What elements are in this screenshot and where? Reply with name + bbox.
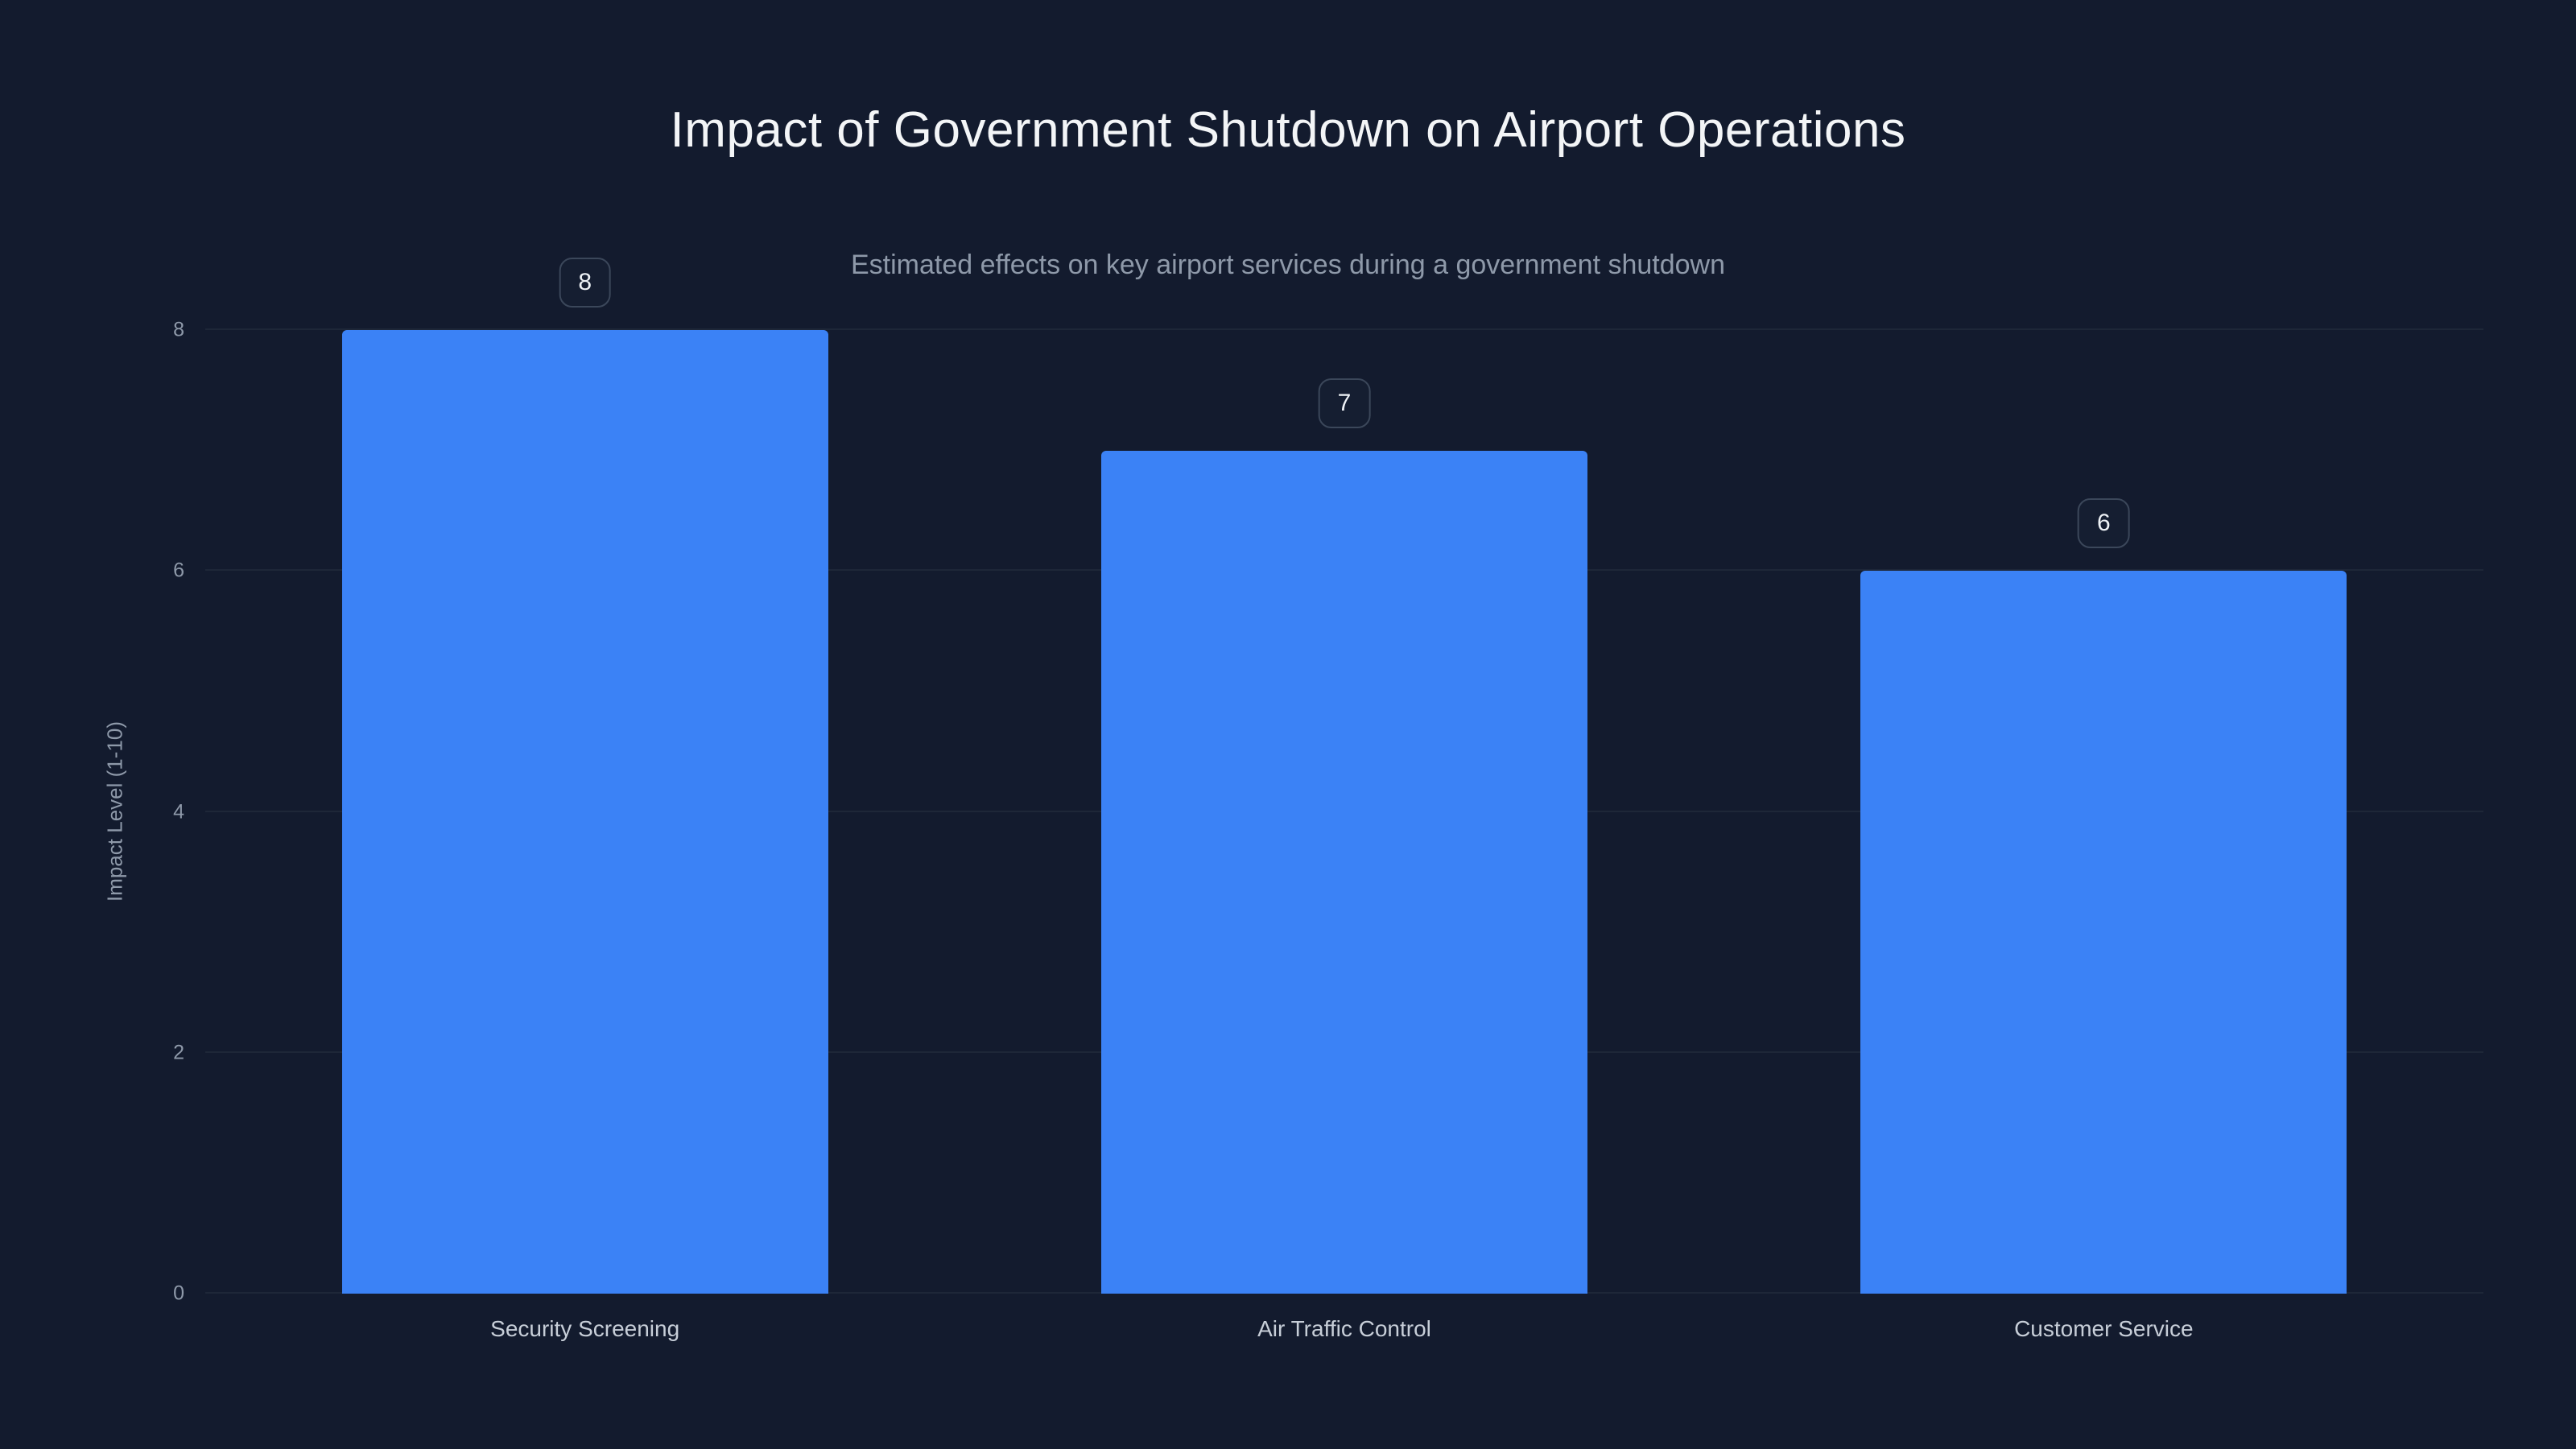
- x-category-label-air-traffic-control: Air Traffic Control: [1257, 1316, 1431, 1341]
- bar-security-screening: [341, 330, 828, 1294]
- value-badge-8: 8: [559, 258, 611, 308]
- chart-subtitle: Estimated effects on key airport service…: [850, 250, 1726, 280]
- plot-area: 0 2 4 6 8 8 Security Screening 7 Air Traffic Con…: [173, 258, 2483, 1341]
- y-tick-label-2: 2: [173, 1041, 184, 1064]
- y-tick-label-4: 4: [173, 800, 184, 823]
- y-tick-label-6: 6: [173, 559, 184, 582]
- x-category-label-security-screening: Security Screening: [490, 1316, 680, 1341]
- y-tick-label-0: 0: [173, 1282, 184, 1305]
- y-tick-label-8: 8: [173, 318, 184, 341]
- value-badge-7: 7: [1318, 378, 1371, 428]
- bar-air-traffic-control: [1101, 450, 1587, 1294]
- x-category-label-customer-service: Customer Service: [2014, 1316, 2194, 1341]
- value-badge-6: 6: [2077, 498, 2130, 549]
- gridline-y-8: [205, 328, 2483, 330]
- bar-customer-service: [1860, 571, 2347, 1294]
- y-axis-label: Impact Level (1-10): [102, 721, 127, 902]
- chart-title: Impact of Government Shutdown on Airport…: [670, 102, 1906, 158]
